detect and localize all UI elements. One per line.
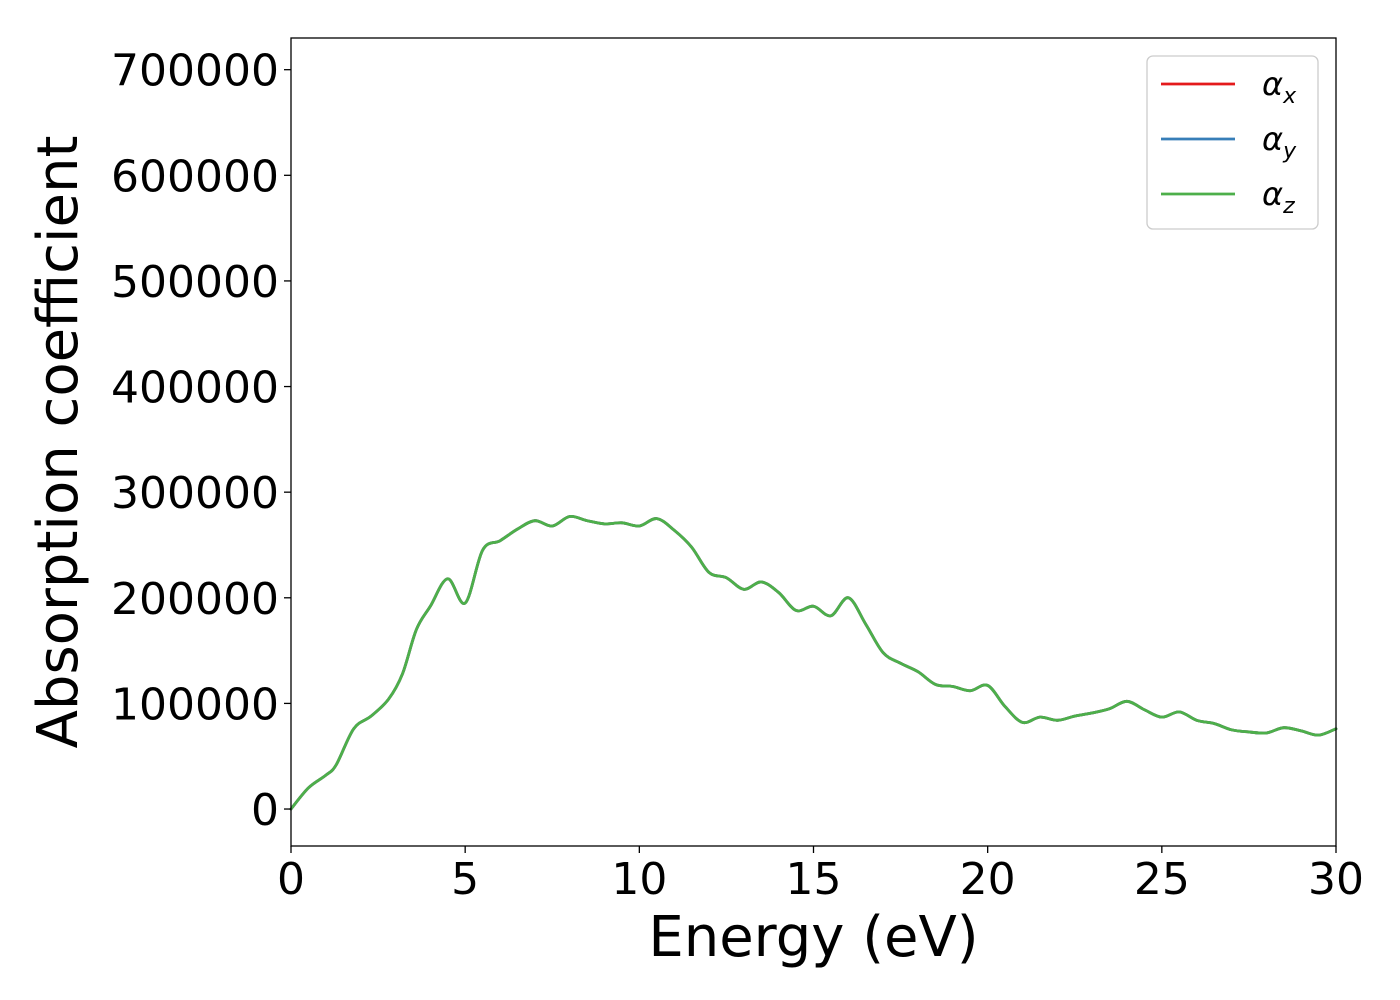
series-line-z <box>289 514 1338 811</box>
x-tick-label: 20 <box>960 854 1016 905</box>
legend-label-main: α <box>1262 120 1283 158</box>
series-layer <box>289 514 1338 811</box>
x-tick-label: 30 <box>1308 854 1364 905</box>
x-axis: 0 5 10 15 20 25 30 <box>277 846 1364 905</box>
x-tick-label: 15 <box>786 854 842 905</box>
x-axis-title: Energy (eV) <box>648 905 978 970</box>
legend-box <box>1146 55 1319 230</box>
x-tick-label: 10 <box>611 854 667 905</box>
x-tick-label: 25 <box>1134 854 1190 905</box>
y-axis-title: Absorption coefficient <box>26 136 91 749</box>
y-tick-label: 400000 <box>111 363 279 414</box>
x-tick-label: 5 <box>451 854 479 905</box>
legend-label-sub: z <box>1282 194 1295 219</box>
legend-label-z: αz <box>1262 175 1295 219</box>
legend-label-sub: x <box>1282 84 1297 109</box>
legend-label-sub: y <box>1282 139 1297 164</box>
y-tick-label: 100000 <box>111 679 279 730</box>
y-tick-label: 0 <box>251 785 279 836</box>
y-axis: 0 100000 200000 300000 400000 500000 600000 700… <box>111 46 291 836</box>
y-tick-label: 300000 <box>111 468 279 519</box>
y-tick-label: 700000 <box>111 46 279 97</box>
y-tick-label: 200000 <box>111 574 279 625</box>
y-tick-label: 600000 <box>111 151 279 202</box>
x-tick-label: 0 <box>277 854 305 905</box>
legend-label-main: α <box>1262 175 1283 213</box>
y-tick-label: 500000 <box>111 257 279 308</box>
legend-label-y: αy <box>1262 120 1297 164</box>
legend-label-main: α <box>1262 65 1283 103</box>
legend-label-x: αx <box>1262 65 1297 109</box>
